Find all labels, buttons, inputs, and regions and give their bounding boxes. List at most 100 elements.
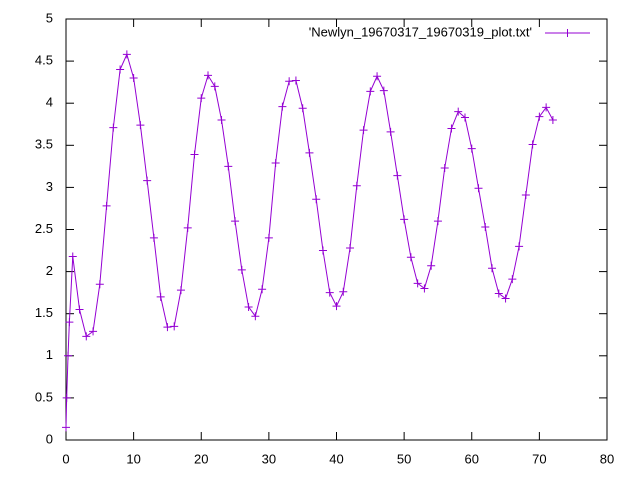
point: [440, 164, 449, 173]
point: [386, 127, 395, 136]
point: [163, 323, 172, 332]
point: [474, 184, 483, 193]
point: [494, 289, 503, 298]
point: [406, 253, 415, 262]
point: [237, 265, 246, 274]
point: [183, 223, 192, 232]
y-tick-label: 2.5: [35, 221, 53, 236]
point: [210, 82, 219, 91]
point: [170, 322, 179, 331]
point: [325, 288, 334, 297]
point: [62, 393, 71, 402]
point: [264, 233, 273, 242]
point: [271, 158, 280, 167]
point: [427, 261, 436, 270]
point: [136, 121, 145, 130]
point: [413, 279, 422, 288]
point: [508, 275, 517, 284]
point: [176, 286, 185, 295]
y-tick-label: 4.5: [35, 53, 53, 68]
y-tick-label: 1: [46, 347, 53, 362]
point: [501, 294, 510, 303]
point: [149, 233, 158, 242]
point: [515, 242, 524, 251]
point: [278, 102, 287, 111]
point: [285, 77, 294, 86]
point: [102, 201, 111, 210]
x-tick-label: 50: [397, 451, 411, 466]
point: [197, 94, 206, 103]
point: [332, 302, 341, 311]
y-tick-label: 4: [46, 95, 53, 110]
point: [251, 312, 260, 321]
point: [318, 246, 327, 255]
point: [109, 123, 118, 132]
series-line: [65, 52, 554, 428]
point: [156, 292, 165, 301]
point: [82, 332, 91, 341]
point: [352, 181, 361, 190]
point: [373, 72, 382, 81]
point: [129, 73, 138, 82]
point: [258, 285, 267, 294]
point: [305, 148, 314, 157]
point: [339, 287, 348, 296]
point: [454, 107, 463, 116]
y-tick-label: 0: [46, 431, 53, 446]
point: [190, 150, 199, 159]
point: [298, 104, 307, 113]
point: [68, 252, 77, 261]
y-tick-label: 5: [46, 10, 53, 25]
point: [467, 144, 476, 153]
point: [64, 351, 73, 360]
point: [95, 280, 104, 289]
plot-frame: [65, 18, 608, 441]
point: [116, 65, 125, 74]
point: [542, 103, 551, 112]
legend-label: 'Newlyn_19670317_19670319_plot.txt': [309, 24, 532, 39]
point: [143, 176, 152, 185]
point: [346, 244, 355, 253]
y-tick-label: 3.5: [35, 137, 53, 152]
point: [460, 113, 469, 122]
y-tick-label: 2: [46, 263, 53, 278]
point: [548, 116, 557, 125]
x-tick-label: 60: [465, 451, 479, 466]
point: [89, 327, 98, 336]
point: [488, 264, 497, 273]
point: [62, 423, 70, 432]
point: [224, 162, 233, 171]
point: [122, 50, 131, 59]
point: [393, 171, 402, 180]
point: [217, 116, 226, 125]
point: [204, 71, 213, 80]
point: [521, 190, 530, 199]
point: [244, 302, 253, 311]
point: [65, 318, 74, 327]
point: [535, 112, 544, 121]
point: [481, 222, 490, 231]
point: [359, 126, 368, 135]
x-tick-label: 80: [600, 451, 614, 466]
x-tick-label: 0: [62, 451, 69, 466]
point: [379, 86, 388, 95]
point: [231, 217, 240, 226]
y-tick-label: 1.5: [35, 305, 53, 320]
point: [420, 284, 429, 293]
y-tick-label: 3: [46, 179, 53, 194]
point: [400, 215, 409, 224]
point: [433, 217, 442, 226]
x-tick-label: 40: [329, 451, 343, 466]
point: [75, 305, 84, 314]
point: [447, 124, 456, 133]
legend-marker: [563, 29, 572, 37]
y-tick-label: 0.5: [35, 389, 53, 404]
x-tick-label: 30: [262, 451, 276, 466]
x-tick-label: 20: [194, 451, 208, 466]
x-tick-label: 70: [532, 451, 546, 466]
point: [366, 87, 375, 96]
x-tick-label: 10: [126, 451, 140, 466]
point: [312, 195, 321, 204]
point: [528, 140, 537, 149]
